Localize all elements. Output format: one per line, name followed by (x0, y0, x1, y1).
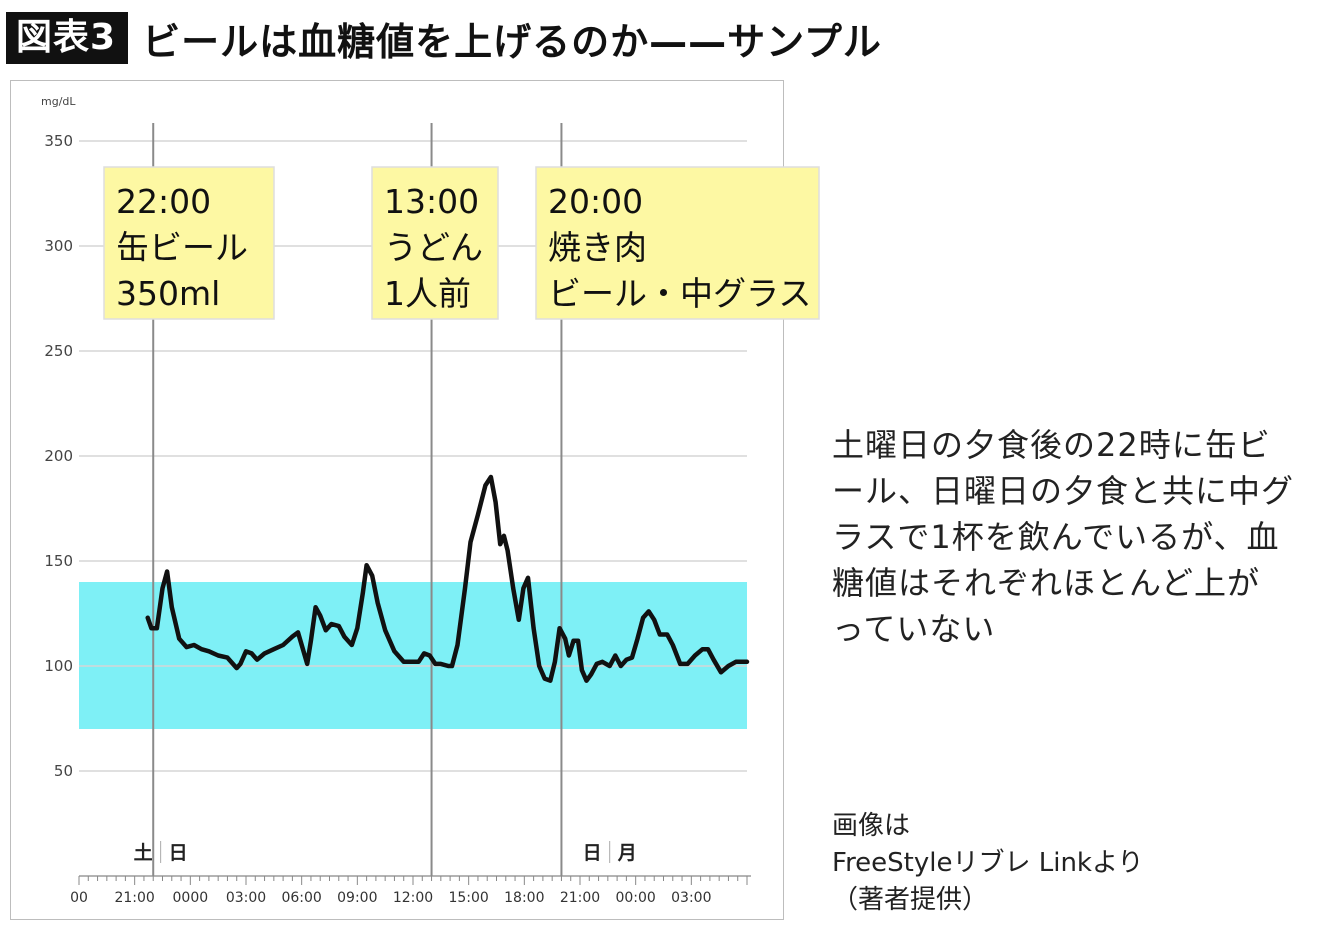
source-line: （著者提供） (832, 885, 989, 915)
x-tick-label: 12:00 (393, 890, 433, 906)
caption-line: っていない (832, 610, 996, 648)
x-tick-label: 18:00 (504, 890, 544, 906)
caption-line: ラスで1杯を飲んでいるが、血 (832, 518, 1280, 556)
annotation-text: 350ml (116, 274, 220, 313)
caption-line: ール、日曜日の夕食と共に中グ (832, 472, 1295, 510)
source-line: FreeStyleリブレ Linkより (832, 848, 1144, 878)
meal-annotation-box: 22:00 缶ビール 350ml (103, 166, 275, 320)
annotation-box-bg (371, 166, 499, 320)
x-tick-label: 06:00 (281, 890, 321, 906)
y-tick-label: 300 (44, 237, 73, 255)
day-label-before: 日 (583, 842, 602, 864)
annotation-text: うどん (384, 228, 483, 267)
x-tick-label: 21:00 (114, 890, 154, 906)
chart-frame: mg/dL 50 100 150 200 250 300 350 00 21:00 0000 03:0… (10, 80, 820, 920)
y-axis-unit-label: mg/dL (41, 95, 76, 108)
annotation-time: 13:00 (384, 182, 479, 221)
day-label-after: 月 (617, 842, 637, 864)
glucose-series-line (145, 474, 750, 683)
x-tick-label: 0000 (173, 890, 209, 906)
y-tick-label: 250 (44, 342, 73, 360)
x-tick-label: 15:00 (448, 890, 488, 906)
annotation-text: 焼き肉 (548, 228, 647, 267)
annotation-box-bg (535, 166, 820, 320)
chart-caption: 土曜日の夕食後の22時に缶ビ ール、日曜日の夕食と共に中グ ラスで1杯を飲んでい… (832, 422, 1332, 652)
day-label-before: 土 (134, 842, 153, 864)
figure-title: ビールは血糖値を上げるのか——サンプル (142, 19, 882, 64)
x-tick-label: 03:00 (671, 890, 711, 906)
y-tick-label: 100 (44, 657, 73, 675)
figure-header: 図表3 ビールは血糖値を上げるのか——サンプル (6, 8, 882, 68)
x-tick-label: 21:00 (560, 890, 600, 906)
x-tick-label: 00 (70, 890, 88, 906)
source-line: 画像は (832, 811, 911, 841)
x-tick-label: 09:00 (337, 890, 377, 906)
x-tick-label: 03:00 (226, 890, 266, 906)
meal-annotation-box: 13:00 うどん 1人前 (371, 166, 499, 320)
day-label-after: 日 (169, 842, 188, 864)
x-tick-label: 00:00 (615, 890, 655, 906)
figure-number-badge: 図表3 (6, 12, 129, 64)
annotation-time: 22:00 (116, 182, 211, 221)
image-source-note: 画像は FreeStyleリブレ Linkより （著者提供） (832, 808, 1143, 919)
y-tick-label: 200 (44, 447, 73, 465)
annotation-text: ビール・中グラス (548, 274, 811, 313)
annotation-text: 1人前 (384, 274, 471, 313)
target-range-band (79, 582, 747, 729)
annotation-time: 20:00 (548, 182, 643, 221)
y-tick-label: 150 (44, 552, 73, 570)
y-tick-label: 350 (44, 132, 73, 150)
caption-line: 土曜日の夕食後の22時に缶ビ (832, 426, 1271, 464)
caption-line: 糖値はそれぞれほとんど上が (832, 564, 1261, 602)
y-tick-label: 50 (54, 762, 73, 780)
annotation-box-bg (103, 166, 275, 320)
annotation-text: 缶ビール (116, 228, 248, 267)
blood-glucose-chart: mg/dL 50 100 150 200 250 300 350 00 21:00 0000 03:0… (41, 95, 820, 906)
